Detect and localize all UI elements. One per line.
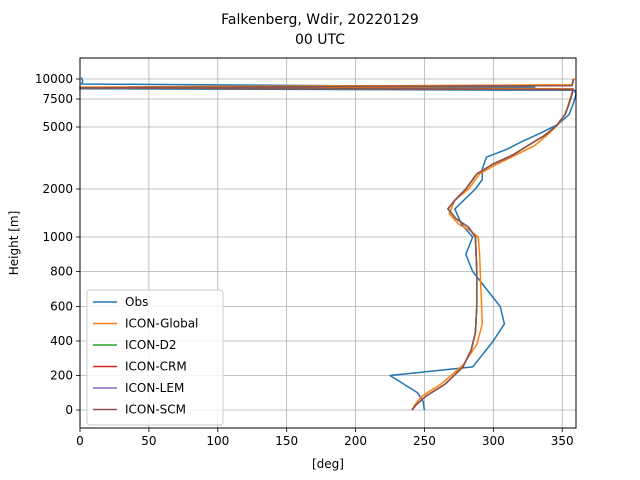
legend-label: Obs xyxy=(125,295,148,309)
x-tick-label: 150 xyxy=(275,434,298,448)
chart-subtitle: 00 UTC xyxy=(295,32,345,48)
series-lines xyxy=(79,77,577,411)
x-ticks: 0 50 100 150 200 250 300 350 xyxy=(76,428,574,448)
chart-title: Falkenberg, Wdir, 20220129 xyxy=(221,12,419,28)
legend-label: ICON-D2 xyxy=(125,338,177,352)
x-tick-label: 50 xyxy=(141,434,156,448)
x-tick-label: 100 xyxy=(206,434,229,448)
plot-frame xyxy=(79,57,577,429)
x-tick-label: 200 xyxy=(344,434,367,448)
y-tick-label: 1000 xyxy=(42,230,73,244)
legend-label: ICON-Global xyxy=(125,317,198,331)
x-tick-label: 250 xyxy=(413,434,436,448)
y-tick-label: 0 xyxy=(65,403,73,417)
y-tick-label: 400 xyxy=(50,334,73,348)
legend-label: ICON-CRM xyxy=(125,360,187,374)
y-axis-label: Height [m] xyxy=(7,211,21,276)
legend: Obs ICON-Global ICON-D2 ICON-CRM ICON-LEM ICO… xyxy=(86,289,224,426)
x-axis-label: [deg] xyxy=(312,457,344,471)
y-tick-label: 5000 xyxy=(42,120,73,134)
y-tick-label: 200 xyxy=(50,369,73,383)
y-tick-label: 7500 xyxy=(42,92,73,106)
legend-box xyxy=(86,289,224,426)
legend-label: ICON-SCM xyxy=(125,403,186,417)
y-tick-label: 10000 xyxy=(35,72,73,86)
x-tick-label: 300 xyxy=(482,434,505,448)
x-tick-label: 350 xyxy=(551,434,574,448)
y-tick-label: 600 xyxy=(50,300,73,314)
y-tick-label: 800 xyxy=(50,265,73,279)
y-tick-label: 2000 xyxy=(42,182,73,196)
x-tick-label: 0 xyxy=(76,434,84,448)
legend-label: ICON-LEM xyxy=(125,381,184,395)
y-ticks: 0 200 400 600 800 1000 2000 5000 7500 10000 xyxy=(35,72,80,417)
series-line-obs xyxy=(79,77,577,411)
series-line-icon-scm xyxy=(79,79,574,411)
